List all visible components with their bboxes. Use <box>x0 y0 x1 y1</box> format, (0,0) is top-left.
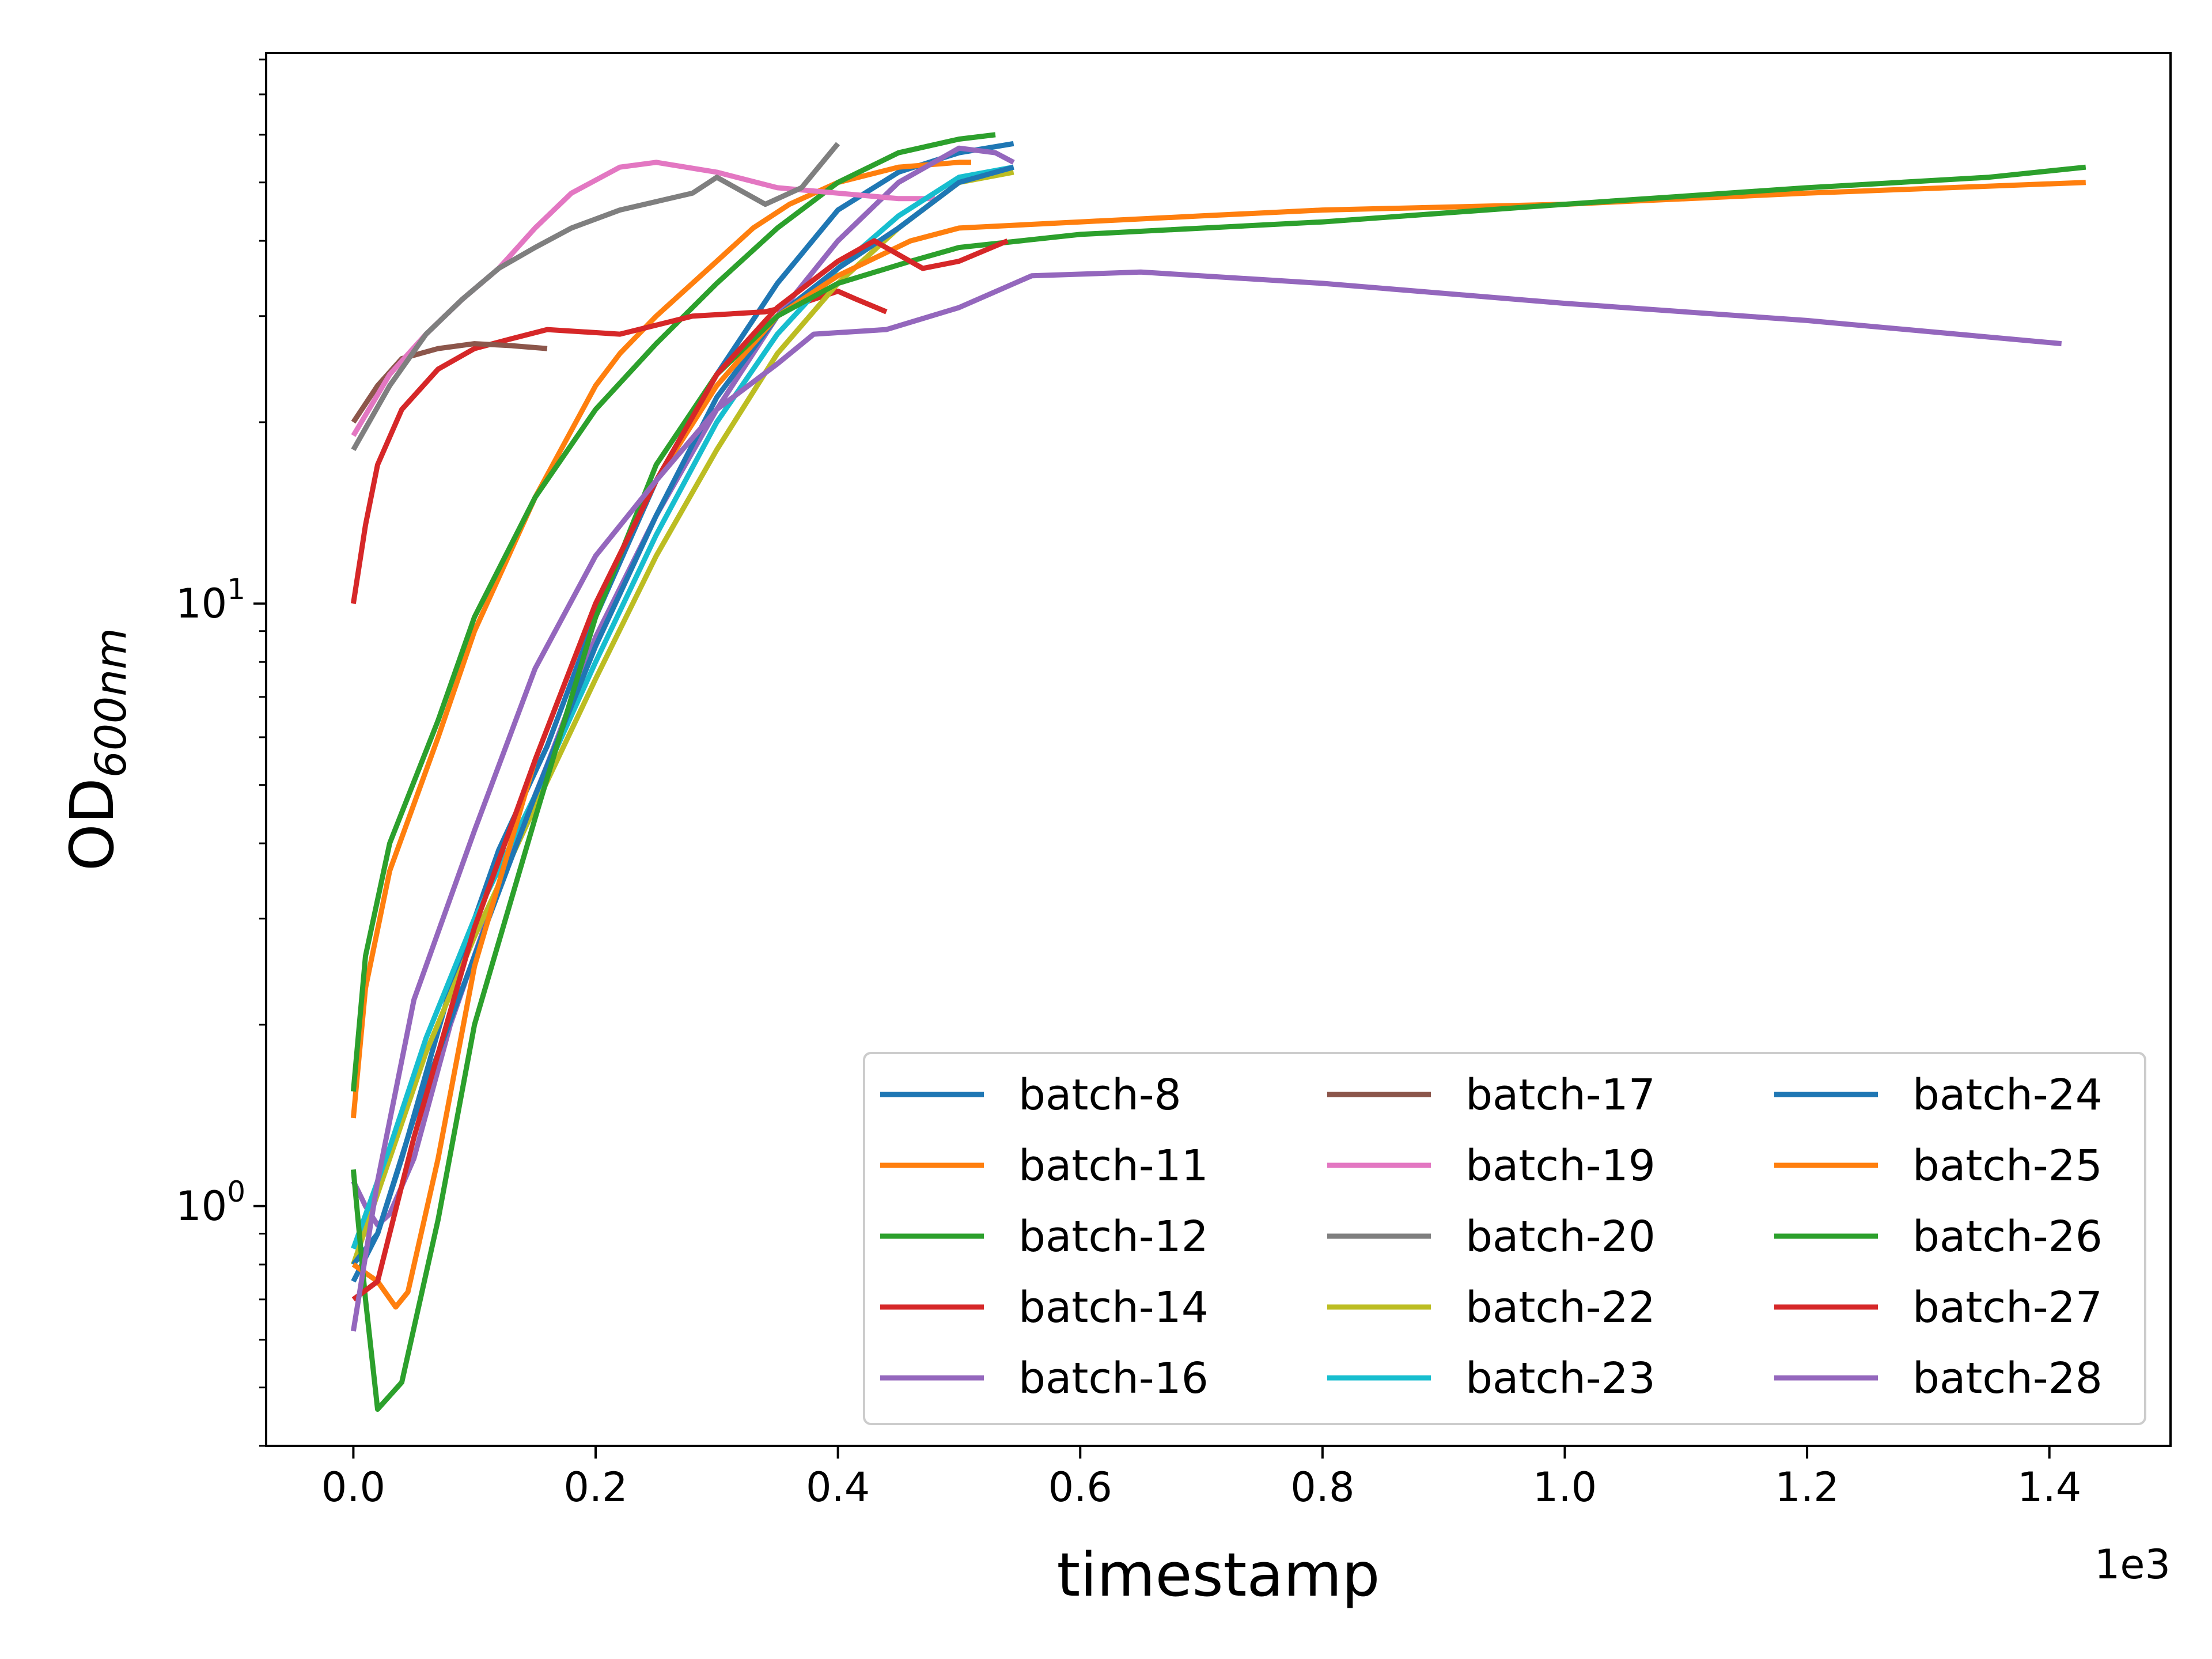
legend-label: batch-19 <box>1465 1141 1656 1191</box>
x-tick-label: 1.4 <box>2017 1464 2081 1511</box>
series-line-batch-23 <box>351 164 1014 1250</box>
legend-label: batch-28 <box>1912 1354 2103 1403</box>
legend-label: batch-20 <box>1465 1212 1656 1262</box>
x-tick-label: 0.8 <box>1290 1464 1354 1511</box>
legend-entry: batch-27 <box>1774 1283 2103 1332</box>
legend-entry: batch-20 <box>1327 1212 1656 1262</box>
legend-entry: batch-24 <box>1774 1070 2103 1120</box>
x-tick-label: 0.6 <box>1048 1464 1112 1511</box>
legend-label: batch-24 <box>1912 1070 2103 1120</box>
legend-entry: batch-11 <box>880 1141 1209 1191</box>
y-axis-label: OD600nm <box>57 628 136 871</box>
legend-label: batch-14 <box>1018 1283 1209 1332</box>
legend-label: batch-12 <box>1018 1212 1209 1262</box>
legend-box <box>863 1052 2146 1425</box>
y-axis-label-main: OD <box>57 778 127 871</box>
x-tick-label: 0.2 <box>563 1464 627 1511</box>
legend-label: batch-11 <box>1018 1141 1209 1191</box>
legend-label: batch-23 <box>1465 1354 1656 1403</box>
legend-label: batch-22 <box>1465 1283 1656 1332</box>
plot-lines <box>350 132 2086 1412</box>
series-line-batch-25 <box>351 180 2086 1310</box>
x-axis-label: timestamp <box>1057 1540 1380 1610</box>
y-tick-label: 101 <box>176 573 245 627</box>
series-line-batch-20 <box>351 142 840 452</box>
y-tick-label: 100 <box>176 1175 245 1230</box>
x-tick-label: 0.4 <box>806 1464 870 1511</box>
legend-label: batch-16 <box>1018 1354 1209 1403</box>
x-tick-label: 1.0 <box>1533 1464 1597 1511</box>
legend-entry: batch-23 <box>1327 1354 1656 1403</box>
series-line-batch-17 <box>351 341 548 424</box>
legend-label: batch-27 <box>1912 1283 2103 1332</box>
series-line-batch-28 <box>350 269 2062 1332</box>
series-line-batch-27 <box>351 238 1009 1302</box>
legend-entry: batch-26 <box>1774 1212 2103 1262</box>
x-tick-label: 0.0 <box>321 1464 385 1511</box>
legend-entry: batch-19 <box>1327 1141 1656 1191</box>
legend: batch-8 batch-11 batch-12 batch-14 batch-16 b… <box>863 1052 2146 1425</box>
y-axis-label-subscript: 600nm <box>86 628 136 778</box>
legend-entry: batch-16 <box>880 1354 1209 1403</box>
legend-label: batch-26 <box>1912 1212 2103 1262</box>
legend-label: batch-25 <box>1912 1141 2103 1191</box>
x-tick-label: 1.2 <box>1775 1464 1839 1511</box>
x-axis: 0.0 0.2 0.4 0.6 0.8 1.0 1.2 1.4 <box>321 1446 2081 1511</box>
series-line-batch-16 <box>351 145 1015 1228</box>
series-line-batch-12 <box>350 132 996 1092</box>
y-axis: 100 101 <box>176 58 266 1447</box>
legend-label: batch-8 <box>1018 1070 1181 1120</box>
axes-frame <box>265 52 2172 1447</box>
legend-entry: batch-12 <box>880 1212 1209 1262</box>
legend-label: batch-17 <box>1465 1070 1656 1120</box>
series-line-batch-11 <box>350 160 971 1119</box>
legend-entry: batch-14 <box>880 1283 1209 1332</box>
series-line-batch-26 <box>350 164 2086 1412</box>
x-axis-offset-text: 1e3 <box>2094 1541 2171 1588</box>
legend-entry: batch-22 <box>1327 1283 1656 1332</box>
legend-entry: batch-28 <box>1774 1354 2103 1403</box>
legend-entry: batch-25 <box>1774 1141 2103 1191</box>
series-line-batch-24 <box>351 164 1014 1266</box>
legend-entry: batch-17 <box>1327 1070 1656 1120</box>
legend-entry: batch-8 <box>880 1070 1181 1120</box>
